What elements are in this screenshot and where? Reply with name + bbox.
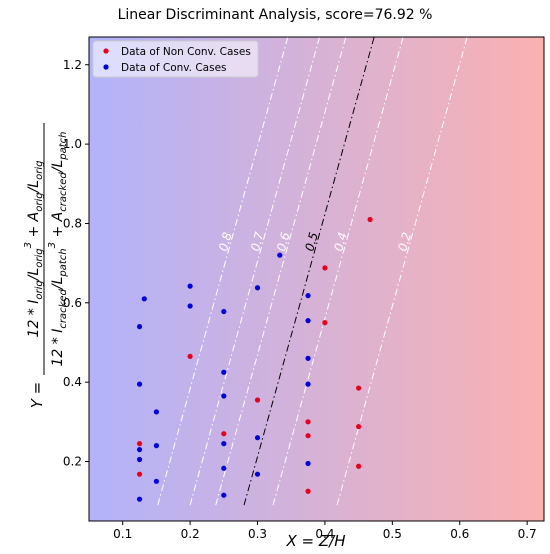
point-conv: [153, 443, 160, 449]
x-axis-label: X = Z/H: [286, 532, 346, 550]
x-tick-label: 0.1: [113, 527, 132, 541]
legend-marker-conv: [103, 64, 109, 70]
point-non-conv: [305, 433, 311, 439]
point-conv: [136, 456, 143, 463]
point-conv: [141, 296, 147, 302]
plot-frame: [88, 36, 545, 522]
point-conv: [305, 318, 311, 324]
point-conv: [187, 303, 193, 309]
svg-text:12 * Icracked/Lpatch3 + Acrack: 12 * Icracked/Lpatch3 + Acracked/Lpatch: [47, 131, 69, 366]
point-conv: [221, 308, 227, 315]
point-conv: [221, 441, 227, 447]
x-tick-label: 0.6: [450, 527, 469, 541]
x-tick-label: 0.5: [383, 527, 402, 541]
point-non-conv: [356, 463, 362, 469]
chart-title: Linear Discriminant Analysis, score=76.9…: [118, 7, 433, 23]
legend-label-conv: Data of Conv. Cases: [121, 62, 227, 74]
point-non-conv: [254, 397, 261, 403]
point-conv: [305, 460, 311, 467]
y-tick-label: 1.0: [63, 137, 82, 151]
y-tick-label: 0.8: [63, 216, 82, 230]
point-conv: [136, 446, 143, 453]
contour-line-0-4: [272, 37, 404, 506]
contour-label-0-8: 0.8: [216, 230, 235, 252]
y-axis-ticks: 0.2 0.4 0.6 0.8 1.0 1.2: [63, 58, 89, 468]
contour-label-0-6: 0.6: [274, 230, 293, 252]
legend-label-non-conv: Data of Non Conv. Cases: [121, 46, 251, 58]
y-tick-label: 0.4: [63, 375, 82, 389]
point-non-conv: [221, 431, 227, 437]
point-conv: [221, 492, 227, 498]
x-axis-ticks: 0.1 0.2 0.3 0.4 0.5 0.6 0.7: [113, 521, 537, 541]
point-conv: [136, 324, 143, 330]
contour-line-0-2: [336, 37, 468, 506]
legend: Data of Non Conv. Cases Data of Conv. Ca…: [92, 40, 259, 78]
point-non-conv: [367, 216, 373, 223]
data-points: [136, 216, 373, 502]
y-tick-label: 0.2: [63, 454, 82, 468]
x-tick-label: 0.3: [248, 527, 267, 541]
point-conv: [305, 381, 311, 387]
point-non-conv: [322, 320, 328, 326]
point-conv: [136, 496, 143, 502]
point-conv: [221, 393, 227, 399]
svg-text:Y =: Y =: [28, 382, 46, 409]
point-non-conv: [305, 488, 311, 494]
point-conv: [153, 409, 160, 415]
x-tick-label: 0.7: [518, 527, 537, 541]
contour-line-0-7: [189, 37, 321, 506]
point-non-conv: [305, 419, 311, 425]
point-conv: [305, 293, 311, 299]
y-tick-label: 1.2: [63, 58, 82, 72]
contour-label-0-7: 0.7: [248, 230, 267, 252]
point-conv: [136, 381, 143, 387]
legend-marker-non-conv: [103, 48, 109, 54]
plot-background: [89, 37, 544, 521]
y-axis-label: Y = 12 * Iorig/Lorig3 + Aorig/Lorig 12 *…: [23, 123, 69, 408]
point-non-conv: [136, 441, 143, 447]
contour-label-0-4: 0.4: [331, 231, 350, 253]
point-conv: [221, 369, 227, 375]
svg-text:12 * Iorig/Lorig3 + Aorig/Lori: 12 * Iorig/Lorig3 + Aorig/Lorig: [23, 161, 45, 338]
decision-contours: [157, 37, 468, 506]
point-conv: [153, 478, 160, 484]
x-tick-label: 0.2: [181, 527, 200, 541]
legend-box: [92, 40, 259, 78]
point-non-conv: [187, 353, 193, 359]
point-conv: [277, 252, 283, 258]
x-tick-label: 0.4: [315, 527, 334, 541]
point-non-conv: [136, 471, 143, 477]
point-conv: [254, 435, 261, 441]
contour-line-0-8: [157, 37, 289, 506]
point-conv: [221, 465, 227, 471]
contour-line-0-5: [243, 37, 375, 506]
point-non-conv: [356, 385, 362, 391]
point-conv: [254, 285, 261, 291]
point-non-conv: [322, 265, 328, 271]
point-conv: [187, 283, 193, 289]
point-non-conv: [356, 423, 362, 430]
point-conv: [305, 355, 311, 361]
contour-label-0-2: 0.2: [395, 231, 414, 253]
point-conv: [254, 471, 261, 477]
contour-labels: 0.8 0.7 0.6 0.5 0.4 0.2: [216, 230, 414, 252]
y-tick-label: 0.6: [63, 296, 82, 310]
contour-line-0-6: [215, 37, 347, 506]
contour-label-0-5: 0.5: [302, 231, 321, 253]
